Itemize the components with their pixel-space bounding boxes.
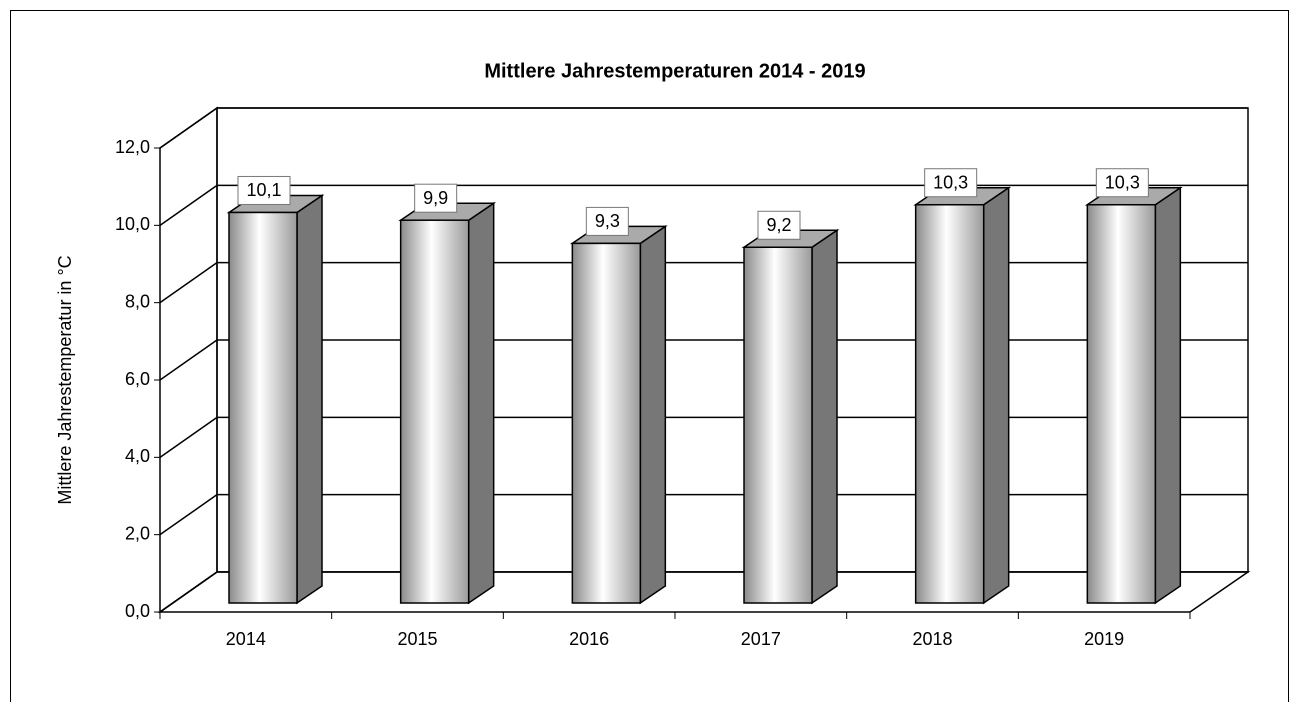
value-label-box (1095, 168, 1149, 198)
value-label: 9,9 (423, 188, 448, 208)
x-tick-label: 2015 (397, 629, 437, 649)
x-tick-label: 2019 (1084, 629, 1124, 649)
value-label: 9,2 (766, 215, 791, 235)
bar-side (639, 224, 667, 605)
bar (571, 242, 642, 604)
y-tick-label: 0,0 (125, 601, 150, 621)
frame (10, 10, 1289, 702)
x-tick-label: 2014 (226, 629, 266, 649)
bar (399, 219, 470, 604)
y-tick-label: 2,0 (125, 523, 150, 543)
bar-side (467, 201, 495, 605)
bar (914, 203, 985, 604)
y-tick-label: 8,0 (125, 291, 150, 311)
floor (157, 571, 1251, 613)
bar-side (296, 194, 323, 605)
grid-line (159, 339, 218, 381)
y-tick-label: 4,0 (125, 446, 150, 466)
x-tick-label: 2018 (912, 629, 952, 649)
x-tick-label: 2017 (741, 629, 781, 649)
value-label: 10,1 (246, 180, 281, 200)
bar-side (811, 228, 838, 605)
chart-title: Mittlere Jahrestemperaturen 2014 - 2019 (484, 60, 865, 82)
grid-line (159, 571, 218, 613)
grid-line (159, 262, 218, 304)
y-tick-label: 10,0 (115, 214, 150, 234)
value-label: 9,3 (595, 211, 620, 231)
bar-side (1154, 186, 1182, 605)
value-label-box (924, 168, 978, 198)
value-label-box (414, 183, 458, 213)
grid-line (159, 184, 218, 226)
x-tick-label: 2016 (569, 629, 609, 649)
value-label-box (757, 210, 801, 240)
value-label: 10,3 (933, 172, 968, 192)
y-axis-label: Mittlere Jahrestemperatur in °C (55, 255, 75, 504)
bar-side (982, 186, 1010, 605)
grid-line (159, 416, 218, 458)
value-label: 10,3 (1105, 172, 1140, 192)
bar (1086, 203, 1157, 604)
y-tick-label: 12,0 (115, 137, 150, 157)
value-label-box (237, 175, 291, 205)
bar (743, 246, 813, 604)
grid-line (159, 107, 218, 149)
grid-line (159, 494, 218, 536)
y-tick-label: 6,0 (125, 369, 150, 389)
bar (228, 211, 298, 604)
value-label-box (585, 206, 629, 236)
